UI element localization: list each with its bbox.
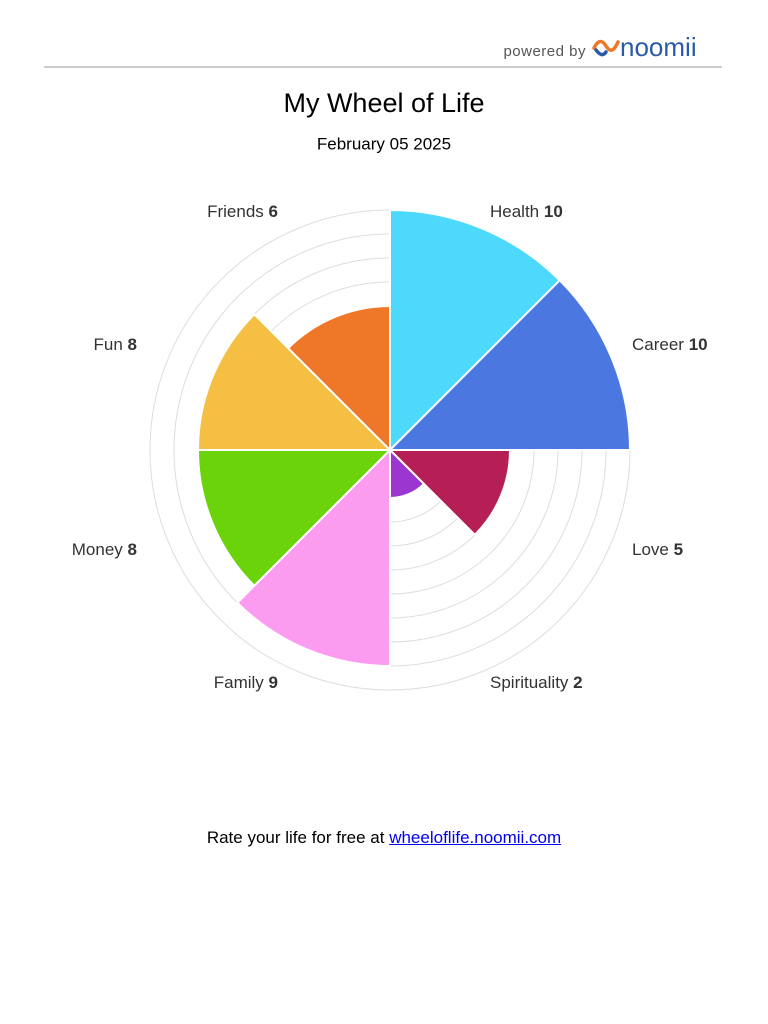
- category-name: Love: [632, 540, 669, 559]
- sector: [387, 449, 512, 537]
- category-name: Money: [72, 540, 124, 559]
- category-label: Career 10: [632, 335, 708, 354]
- category-label: Money 8: [72, 540, 137, 559]
- value-label: 2: [573, 673, 582, 692]
- value-label: 6: [269, 202, 278, 221]
- category-name: Career: [632, 335, 684, 354]
- category-label: Fun 8: [94, 335, 138, 354]
- category-label: Spirituality 2: [490, 673, 583, 692]
- category-name: Friends: [207, 202, 264, 221]
- footer: Rate your life for free at wheeloflife.n…: [0, 828, 768, 848]
- sector: [196, 312, 393, 451]
- footer-text: Rate your life for free at: [206, 828, 385, 847]
- category-name: Health: [490, 202, 539, 221]
- category-name: Fun: [94, 335, 123, 354]
- category-name: Family: [214, 673, 265, 692]
- category-name: Spirituality: [490, 673, 569, 692]
- footer-link[interactable]: wheeloflife.noomii.com: [389, 828, 562, 847]
- category-label: Health 10: [490, 202, 563, 221]
- logo-icon: [594, 48, 608, 57]
- category-label: Friends 6: [207, 202, 278, 221]
- sector: [286, 304, 391, 453]
- category-label: Love 5: [632, 540, 683, 559]
- logo-icon: [592, 39, 620, 52]
- value-label: 8: [128, 540, 137, 559]
- value-label: 5: [674, 540, 683, 559]
- sector: [387, 278, 632, 451]
- chart-subtitle: February 05 2025: [317, 134, 451, 153]
- value-label: 10: [689, 335, 708, 354]
- category-label: Family 9: [214, 673, 278, 692]
- chart: powered by noomii My Wheel of Life Febru…: [44, 32, 722, 692]
- sector: [196, 449, 393, 588]
- value-label: 10: [544, 202, 563, 221]
- sector: [389, 208, 562, 453]
- brand: noomii: [620, 32, 697, 62]
- powered-by: powered by: [503, 43, 586, 60]
- value-label: 9: [269, 673, 278, 692]
- sector: [235, 447, 391, 668]
- chart-title: My Wheel of Life: [283, 88, 484, 118]
- value-label: 8: [128, 335, 137, 354]
